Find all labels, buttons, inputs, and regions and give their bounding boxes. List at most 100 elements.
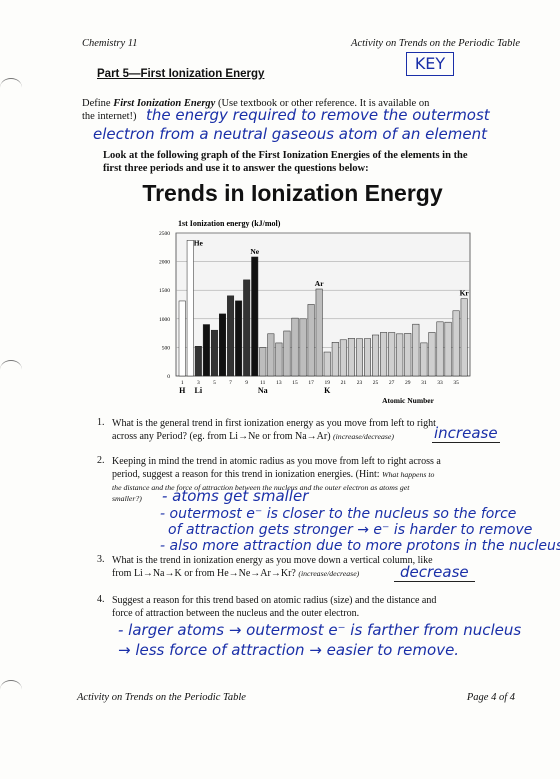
- bar-z7: [227, 295, 235, 377]
- define-prompt: Define First Ionization Energy (Use text…: [82, 98, 429, 109]
- bar-z23: [355, 338, 363, 377]
- bar-z11: [259, 347, 267, 377]
- ionization-energy-chart: 1st Ionization energy (kJ/mol)0500100015…: [159, 219, 471, 405]
- bar-z33: [436, 321, 444, 377]
- x-axis-label: Atomic Number: [382, 396, 435, 405]
- bar-z31: [420, 342, 428, 377]
- q1-number: 1.: [97, 417, 105, 428]
- instructions-line2: first three periods and use it to answer…: [103, 163, 369, 174]
- define-rest: (Use textbook or other reference. It is …: [215, 98, 430, 109]
- bar-z22: [347, 338, 355, 377]
- define-answer-line1: the energy required to remove the outerm…: [146, 106, 490, 124]
- element-label-li: Li: [195, 386, 203, 395]
- q4-line2: force of attraction between the nucleus …: [112, 608, 360, 619]
- element-label-ar: Ar: [315, 279, 324, 288]
- bar-z24: [364, 338, 371, 377]
- x-tick-label: 33: [437, 380, 443, 386]
- x-tick-label: 1: [181, 380, 184, 386]
- y-tick-label: 0: [167, 374, 170, 380]
- key-label: KEY: [414, 54, 446, 73]
- x-tick-label: 3: [197, 380, 200, 386]
- bar-z20: [331, 342, 339, 377]
- bar-z36: [460, 298, 468, 377]
- bar-z29: [404, 333, 412, 377]
- define-prefix: Define: [82, 98, 114, 109]
- q2-answer-line3: of attraction gets stronger → e⁻ is hard…: [168, 522, 533, 538]
- define-answer-line2: electron from a neutral gaseous atom of …: [93, 125, 487, 143]
- chart-title: Trends in Ionization Energy: [142, 180, 443, 206]
- x-tick-label: 5: [213, 380, 216, 386]
- q4-number: 4.: [97, 594, 105, 605]
- bar-z30: [412, 323, 420, 377]
- key-box: KEY: [406, 52, 454, 76]
- y-tick-label: 2000: [159, 260, 170, 266]
- y-tick-label: 2500: [159, 231, 170, 237]
- element-label-he: He: [194, 238, 204, 247]
- footer-right: Page 4 of 4: [466, 692, 515, 703]
- element-label-h: H: [179, 386, 186, 395]
- x-tick-label: 21: [341, 380, 347, 386]
- bar-z4: [202, 324, 210, 377]
- element-label-na: Na: [258, 386, 268, 395]
- bar-z19: [323, 351, 331, 377]
- x-tick-label: 13: [276, 380, 282, 386]
- q1-answer: increase: [432, 424, 500, 443]
- bar-z32: [428, 332, 436, 377]
- bar-z18: [315, 288, 323, 377]
- q3-number: 3.: [97, 554, 105, 565]
- bar-z34: [444, 321, 452, 377]
- y-tick-label: 1000: [159, 317, 170, 323]
- q2-answer-line4: - also more attraction due to more proto…: [160, 538, 560, 554]
- bar-z15: [291, 317, 299, 377]
- q4-line1: Suggest a reason for this trend based on…: [112, 595, 437, 606]
- q3-line2-wrap: from Li→Na→K or from He→Ne→Ar→Kr? (incre…: [112, 567, 359, 580]
- q2-answer-line1: - atoms get smaller: [162, 487, 309, 505]
- x-tick-label: 31: [421, 380, 427, 386]
- q3-hint: (increase/decrease): [298, 569, 360, 578]
- x-tick-label: 7: [229, 380, 232, 386]
- x-tick-label: 15: [292, 380, 298, 386]
- footer-left: Activity on Trends on the Periodic Table: [77, 692, 246, 703]
- bar-z3: [194, 346, 202, 377]
- q2-number: 2.: [97, 455, 105, 466]
- bar-z9: [243, 279, 251, 377]
- q2-answer-line2: - outermost e⁻ is closer to the nucleus …: [160, 506, 517, 522]
- x-tick-label: 11: [260, 380, 266, 386]
- x-tick-label: 25: [373, 380, 379, 386]
- q2-line2: period, suggest a reason for this trend …: [112, 469, 380, 480]
- define-term: First Ionization Energy: [113, 98, 216, 109]
- bar-z14: [283, 330, 291, 377]
- y-axis-label: 1st Ionization energy (kJ/mol): [178, 219, 281, 228]
- margin-mark: [0, 680, 22, 699]
- bar-z10: [251, 256, 259, 377]
- margin-mark: [0, 78, 22, 97]
- element-label-kr: Kr: [460, 289, 470, 298]
- bar-z2: [186, 240, 194, 377]
- q2-line2-wrap: period, suggest a reason for this trend …: [112, 468, 434, 481]
- section-title: Part 5—First Ionization Energy: [97, 68, 265, 80]
- q4-answer-line1: - larger atoms → outermost e⁻ is farther…: [118, 621, 522, 639]
- header-right: Activity on Trends on the Periodic Table: [351, 38, 520, 49]
- x-tick-label: 9: [245, 380, 248, 386]
- define-line2: the internet!): [82, 111, 137, 122]
- bar-z25: [372, 334, 380, 377]
- q1-line2-wrap: across any Period? (eg. from Li→Ne or fr…: [112, 430, 394, 443]
- q3-answer: decrease: [394, 563, 475, 582]
- q2-hint-line3: the distance and the force of attraction…: [112, 483, 410, 492]
- q2-line1: Keeping in mind the trend in atomic radi…: [112, 456, 441, 467]
- bar-z28: [396, 333, 404, 377]
- q3-line2: from Li→Na→K or from He→Ne→Ar→Kr?: [112, 568, 296, 579]
- y-tick-label: 500: [162, 345, 171, 351]
- x-tick-label: 35: [453, 380, 459, 386]
- margin-mark: [0, 360, 22, 379]
- x-tick-label: 29: [405, 380, 411, 386]
- y-tick-label: 1500: [159, 288, 170, 294]
- bar-z16: [299, 318, 307, 377]
- element-label-k: K: [324, 386, 331, 395]
- bar-z35: [452, 310, 460, 377]
- q1-hint: (increase/decrease): [333, 432, 394, 441]
- x-tick-label: 17: [308, 380, 314, 386]
- header-left: Chemistry 11: [82, 38, 138, 49]
- q2-hint-line4: smaller?): [112, 494, 142, 503]
- instructions-line1: Look at the following graph of the First…: [103, 150, 468, 161]
